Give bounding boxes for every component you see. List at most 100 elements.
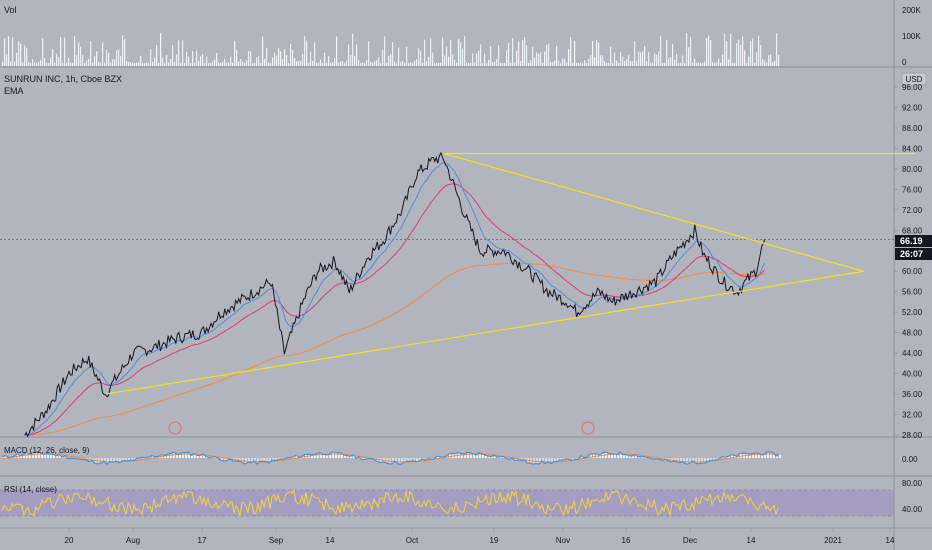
macd-hist-bar (242, 458, 244, 462)
volume-bar (474, 62, 476, 66)
price-tick-label: 80.00 (902, 165, 923, 174)
volume-bar (96, 51, 98, 66)
volume-bar (218, 62, 220, 66)
macd-hist-bar (737, 456, 739, 458)
macd-hist-bar (344, 455, 346, 458)
macd-hist-bar (554, 458, 556, 462)
volume-bar (768, 55, 770, 66)
volume-bar (224, 58, 226, 66)
macd-hist-bar (119, 458, 121, 462)
volume-bar (102, 42, 104, 66)
volume-bar (390, 53, 392, 66)
macd-hist-bar (323, 454, 325, 458)
macd-hist-bar (746, 453, 748, 458)
volume-bar (134, 62, 136, 66)
volume-bar (174, 61, 176, 66)
macd-hist-bar (698, 458, 700, 463)
volume-bar (516, 50, 518, 66)
price-path (24, 151, 766, 438)
volume-bar (368, 41, 370, 66)
time-tick-label: 14 (886, 536, 895, 545)
volume-bar (204, 62, 206, 66)
volume-bar (332, 62, 334, 66)
macd-hist-bar (62, 457, 64, 458)
volume-bar (492, 62, 494, 66)
price-tick-label: 68.00 (902, 226, 923, 235)
volume-bar (428, 56, 430, 66)
macd-hist-bar (590, 454, 592, 458)
volume-bar (392, 42, 394, 66)
macd-hist-bar (116, 458, 118, 461)
macd-hist-bar (761, 455, 763, 458)
macd-hist-bar (197, 455, 199, 458)
volume-bar (536, 52, 538, 66)
volume-bar (714, 62, 716, 66)
macd-hist-bar (257, 458, 259, 464)
volume-bar (702, 62, 704, 66)
volume-bar (148, 62, 150, 66)
volume-bar (632, 61, 634, 66)
macd-hist-bar (749, 454, 751, 458)
earnings-event-marker[interactable] (168, 421, 182, 435)
macd-hist-bar (614, 454, 616, 458)
volume-bar (84, 62, 86, 66)
trendlines[interactable] (105, 152, 915, 395)
volume-bar (176, 54, 178, 66)
volume-bar (396, 62, 398, 66)
volume-bar (248, 51, 250, 66)
macd-hist-bar (695, 458, 697, 463)
volume-bar (330, 62, 332, 66)
time-tick-label: Sep (269, 536, 284, 545)
volume-bar (764, 60, 766, 66)
macd-hist-bar (767, 452, 769, 458)
volume-bar (30, 62, 32, 66)
macd-hist-bar (164, 455, 166, 458)
macd-hist-bar (407, 458, 409, 461)
volume-bar (48, 62, 50, 66)
volume-bar (478, 50, 480, 66)
earnings-event-marker[interactable] (581, 421, 595, 435)
volume-bar (32, 59, 34, 66)
volume-bar (132, 62, 134, 66)
volume-bar (566, 62, 568, 66)
currency-badge[interactable] (901, 72, 927, 86)
volume-bar (380, 62, 382, 66)
volume-bar (38, 62, 40, 66)
volume-bar (486, 62, 488, 66)
macd-hist-bar (557, 458, 559, 461)
macd-hist-bar (713, 458, 715, 460)
volume-bar (338, 62, 340, 66)
macd-hist-bar (485, 455, 487, 458)
volume-bar (506, 50, 508, 66)
macd-hist-bar (686, 458, 688, 464)
volume-bar (720, 62, 722, 66)
volume-bar (414, 60, 416, 66)
macd-hist-bar (20, 455, 22, 458)
trendline[interactable] (443, 152, 864, 272)
macd-label: MACD (12, 26, close, 9) (4, 446, 90, 455)
volume-bars (2, 33, 780, 66)
volume-bar (328, 56, 330, 66)
macd-hist-bar (581, 456, 583, 458)
macd-hist-bar (38, 452, 40, 458)
volume-bar (456, 62, 458, 66)
volume-bar (370, 61, 372, 66)
volume-bar (528, 62, 530, 66)
volume-bar (752, 38, 754, 66)
volume-bar (152, 61, 154, 66)
last-price-value: 66.19 (900, 236, 923, 246)
volume-bar (112, 59, 114, 66)
macd-hist-bar (524, 458, 526, 460)
trendline[interactable] (105, 270, 864, 395)
volume-bar (418, 48, 420, 66)
volume-bar (374, 60, 376, 66)
volume-bar (518, 41, 520, 66)
macd-hist-bar (410, 458, 412, 461)
volume-bar (126, 61, 128, 66)
volume-bar (438, 62, 440, 66)
volume-bar (284, 49, 286, 66)
volume-bar (708, 35, 710, 66)
volume-bar (508, 42, 510, 66)
volume-bar (668, 58, 670, 66)
